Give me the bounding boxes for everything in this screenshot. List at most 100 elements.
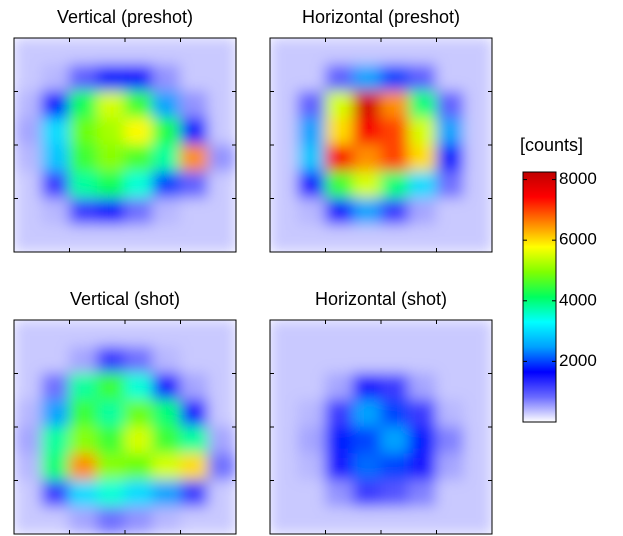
heatmap-cell [464, 225, 493, 253]
heatmap-cell [208, 198, 237, 226]
heatmap-cell [325, 38, 354, 66]
heatmap-cell [325, 145, 354, 173]
heatmap-cell [208, 38, 237, 66]
heatmap-cell [325, 346, 354, 374]
heatmap-cell [270, 346, 299, 374]
heatmap-cell [180, 480, 209, 508]
heatmap-cell [436, 320, 465, 348]
heatmap-cell [325, 198, 354, 226]
heatmap-cell [152, 64, 181, 92]
heatmap-cell [14, 373, 43, 401]
heatmap-cell [152, 453, 181, 481]
heatmap-cell [97, 171, 126, 199]
heatmap-cell [14, 198, 43, 226]
heatmap-cell [353, 427, 382, 455]
heatmap-cell [464, 480, 493, 508]
heatmap-cell [14, 400, 43, 428]
heatmap-cell [125, 225, 154, 253]
heatmap-cell [152, 346, 181, 374]
heatmap-cell [464, 507, 493, 535]
heatmap-cell [125, 198, 154, 226]
heatmap-cell [297, 171, 326, 199]
heatmap-cell [208, 346, 237, 374]
heatmap-cell [152, 480, 181, 508]
heatmap-cell [297, 507, 326, 535]
heatmap-cell [97, 91, 126, 119]
heatmap-cell [125, 320, 154, 348]
colorbar-tick-label: 6000 [559, 230, 597, 249]
heatmap-cell [325, 453, 354, 481]
heatmap-cell [125, 145, 154, 173]
heatmap [14, 320, 237, 535]
heatmap-cell [14, 91, 43, 119]
heatmap [270, 38, 493, 253]
heatmap-cell [125, 38, 154, 66]
heatmap-cell [152, 91, 181, 119]
heatmap-cell [297, 373, 326, 401]
heatmap-cells [270, 320, 493, 535]
heatmap-cell [14, 64, 43, 92]
heatmap-cell [14, 453, 43, 481]
heatmap-cell [41, 373, 70, 401]
heatmap-cell [69, 91, 98, 119]
heatmap-cell [14, 145, 43, 173]
heatmap-cell [464, 453, 493, 481]
heatmap-cell [270, 373, 299, 401]
heatmap-cell [325, 320, 354, 348]
heatmap-cell [69, 320, 98, 348]
heatmap-cell [464, 198, 493, 226]
heatmap-cell [180, 453, 209, 481]
heatmap-cell [325, 171, 354, 199]
heatmap-cell [353, 145, 382, 173]
heatmap-cell [69, 480, 98, 508]
heatmap-cell [297, 198, 326, 226]
heatmap-cell [436, 145, 465, 173]
heatmap-cell [270, 320, 299, 348]
heatmap-cell [208, 91, 237, 119]
heatmap-cell [97, 480, 126, 508]
heatmap-cell [408, 225, 437, 253]
heatmap-cell [97, 507, 126, 535]
heatmap-cell [180, 346, 209, 374]
heatmap-cell [297, 64, 326, 92]
heatmap-cell [353, 346, 382, 374]
heatmap-cell [464, 400, 493, 428]
heatmap-cell [208, 480, 237, 508]
heatmap-cell [381, 38, 410, 66]
heatmap-cell [69, 225, 98, 253]
heatmap-cell [353, 480, 382, 508]
heatmap-cell [464, 91, 493, 119]
heatmap-cell [381, 507, 410, 535]
heatmap-cell [180, 118, 209, 146]
heatmap-cell [97, 400, 126, 428]
heatmap-cell [41, 400, 70, 428]
heatmap-cell [69, 427, 98, 455]
colorbar-tick-label: 8000 [559, 169, 597, 188]
heatmap-cell [41, 171, 70, 199]
heatmap-cell [325, 118, 354, 146]
heatmap-cell [152, 198, 181, 226]
heatmap-cell [353, 38, 382, 66]
heatmap-cell [408, 64, 437, 92]
heatmap-cell [97, 225, 126, 253]
heatmap-cell [297, 427, 326, 455]
heatmap-cell [464, 373, 493, 401]
heatmap-cell [464, 320, 493, 348]
colorbar-tick-label: 4000 [559, 290, 597, 309]
heatmap-cell [464, 118, 493, 146]
heatmap-cell [436, 507, 465, 535]
heatmap-cell [41, 118, 70, 146]
heatmap-cell [69, 400, 98, 428]
heatmap-cell [69, 507, 98, 535]
heatmap [270, 320, 493, 535]
heatmap-cell [436, 346, 465, 374]
heatmap-cell [436, 427, 465, 455]
heatmap-cell [408, 171, 437, 199]
heatmap-cell [270, 64, 299, 92]
heatmap-cell [353, 118, 382, 146]
heatmap-cell [41, 38, 70, 66]
heatmap-cell [69, 38, 98, 66]
heatmap-cell [125, 427, 154, 455]
heatmap-cell [14, 480, 43, 508]
heatmap-cell [270, 507, 299, 535]
